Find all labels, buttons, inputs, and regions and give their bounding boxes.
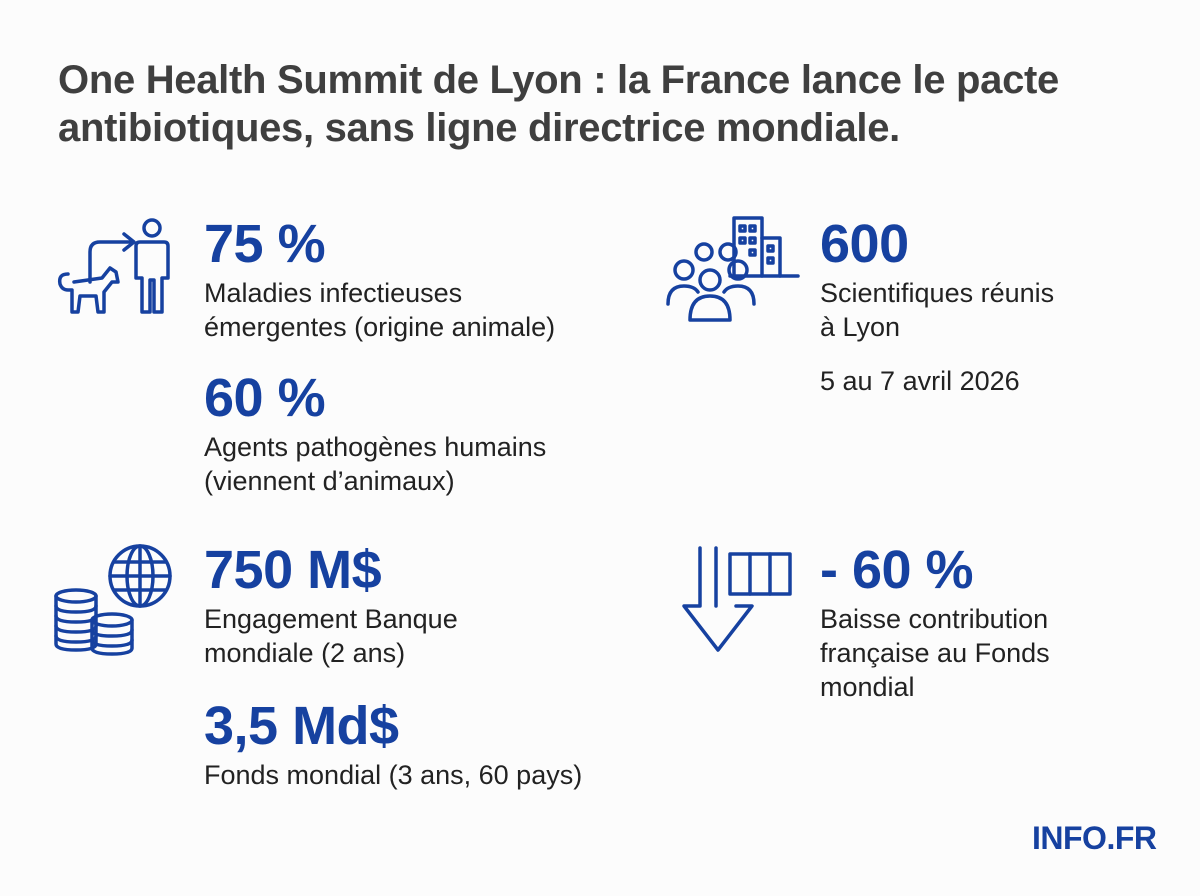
stat-label: émergentes (origine animale) — [204, 312, 556, 342]
stat-600-scientists: 600 Scientifiques réunis à Lyon 5 au 7 a… — [820, 216, 1054, 398]
stat-label: (viennent d’animaux) — [204, 466, 455, 496]
dog-to-human-icon — [52, 212, 182, 327]
stat-label: Baisse contribution — [820, 604, 1049, 634]
stat-label: française au Fonds — [820, 638, 1050, 668]
stat-label: Maladies infectieuses — [204, 278, 463, 308]
brand-logo: INFO.FR — [1032, 820, 1157, 856]
stat-label: mondiale (2 ans) — [204, 638, 406, 668]
stat-750m-dollars: 750 M$ Engagement Banque mondiale (2 ans… — [204, 542, 458, 670]
stat-3-5md-dollars: 3,5 Md$ Fonds mondial (3 ans, 60 pays) — [204, 698, 582, 792]
stat-75-percent: 75 % Maladies infectieuses émergentes (o… — [204, 216, 555, 344]
stat-label: Engagement Banque — [204, 604, 458, 634]
down-arrow-bars-icon — [678, 546, 798, 661]
stat-value: 60 % — [204, 368, 326, 428]
stat-label: mondial — [820, 672, 915, 702]
stat-value: 750 M$ — [204, 540, 382, 600]
coins-globe-icon — [50, 540, 180, 665]
stat-minus-60-percent: - 60 % Baisse contribution française au … — [820, 542, 1050, 704]
stat-label: Fonds mondial (3 ans, 60 pays) — [204, 760, 583, 790]
page-title: One Health Summit de Lyon : la France la… — [58, 58, 1059, 150]
people-building-icon — [662, 214, 802, 334]
stat-value: 3,5 Md$ — [204, 696, 399, 756]
stat-value: - 60 % — [820, 540, 974, 600]
stat-value: 75 % — [204, 214, 326, 274]
stat-date: 5 au 7 avril 2026 — [820, 366, 1020, 396]
stat-label: Agents pathogènes humains — [204, 432, 547, 462]
stat-60-percent: 60 % Agents pathogènes humains (viennent… — [204, 370, 546, 498]
stat-value: 600 — [820, 214, 909, 274]
stat-label: à Lyon — [820, 312, 901, 342]
stat-label: Scientifiques réunis — [820, 278, 1055, 308]
